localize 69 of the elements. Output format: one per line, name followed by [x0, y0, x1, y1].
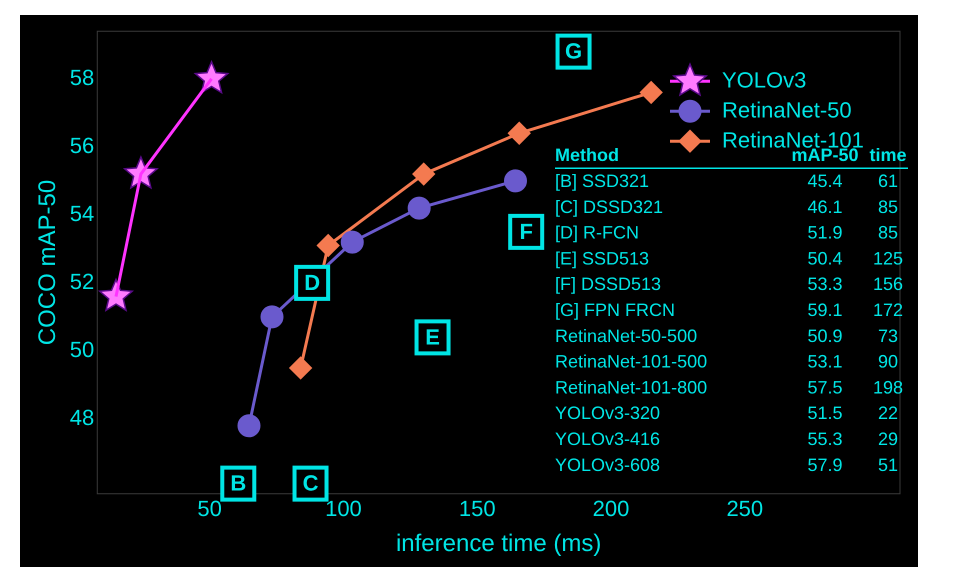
point: [316, 234, 340, 257]
annotation: 90: [878, 352, 898, 372]
x-tick-label: 50: [197, 496, 222, 522]
annotation: RetinaNet-101-800: [555, 377, 708, 398]
annotation: C: [302, 470, 319, 496]
annotation: 61: [878, 170, 898, 191]
annotation: [G] FPN FRCN: [555, 300, 675, 320]
annotation: YOLOv3-416: [555, 428, 660, 449]
legend-label: RetinaNet-50: [722, 97, 852, 122]
point: [237, 414, 260, 438]
y-tick-label: 58: [70, 64, 94, 90]
x-tick-label: 250: [726, 496, 764, 522]
annotation: 53.1: [807, 352, 843, 372]
annotation: 125: [872, 248, 904, 268]
annotation: 85: [878, 222, 898, 243]
annotation: B: [230, 470, 246, 496]
point: [508, 122, 531, 145]
annotation: [C] DSSD321: [555, 196, 664, 217]
point: [260, 305, 284, 328]
annotation: 50.9: [807, 326, 843, 346]
annotation: 51.9: [807, 222, 843, 243]
annotation: 29: [878, 428, 898, 449]
annotation: 172: [872, 300, 904, 320]
y-axis-title: COCO mAP-50: [34, 180, 62, 346]
annotation: D: [304, 270, 320, 295]
annotation: RetinaNet-101-500: [555, 352, 708, 372]
y-tick-label: 48: [70, 405, 94, 430]
x-axis-title: inference time (ms): [396, 530, 602, 558]
annotation: 59.1: [807, 300, 843, 320]
y-tick-label: 56: [70, 132, 94, 158]
annotation: YOLOv3-320: [555, 403, 660, 424]
point: [289, 356, 312, 380]
annotation: YOLOv3-608: [555, 454, 660, 475]
annotation: 22: [878, 403, 898, 424]
annotation: time: [869, 145, 907, 166]
annotation: 85: [878, 196, 898, 217]
annotation: 57.9: [807, 454, 843, 475]
y-tick-label: 50: [70, 337, 94, 362]
annotation: 198: [872, 377, 904, 398]
annotation: E: [425, 324, 440, 350]
legend-label: YOLOv3: [722, 67, 806, 92]
annotation: 45.4: [807, 170, 843, 191]
x-tick-label: 200: [592, 496, 630, 522]
point: [504, 169, 527, 192]
annotation: [E] SSD513: [555, 248, 650, 268]
annotation: 156: [872, 274, 904, 294]
annotation: F: [519, 218, 533, 244]
annotation: 73: [878, 326, 898, 346]
annotation: 46.1: [807, 196, 843, 217]
y-tick-label: 52: [70, 268, 94, 294]
x-tick-label: 150: [458, 496, 496, 522]
y-tick-label: 54: [70, 200, 94, 226]
annotation: [D] R-FCN: [555, 222, 639, 243]
annotation: [F] DSSD513: [555, 274, 662, 294]
point: [412, 162, 436, 186]
annotation: G: [564, 38, 582, 64]
annotation: Method: [555, 145, 619, 166]
point: [408, 196, 431, 220]
annotation: 55.3: [807, 428, 843, 449]
point: [340, 230, 364, 254]
annotation: RetinaNet-50-500: [555, 326, 698, 346]
point: [640, 80, 663, 104]
annotation: [B] SSD321: [555, 170, 650, 191]
annotation: 57.5: [807, 377, 843, 398]
annotation: 51: [878, 454, 898, 475]
x-tick-label: 100: [325, 496, 362, 522]
annotation: 53.3: [807, 274, 843, 294]
annotation: 51.5: [807, 403, 843, 424]
annotation: 50.4: [807, 248, 843, 268]
